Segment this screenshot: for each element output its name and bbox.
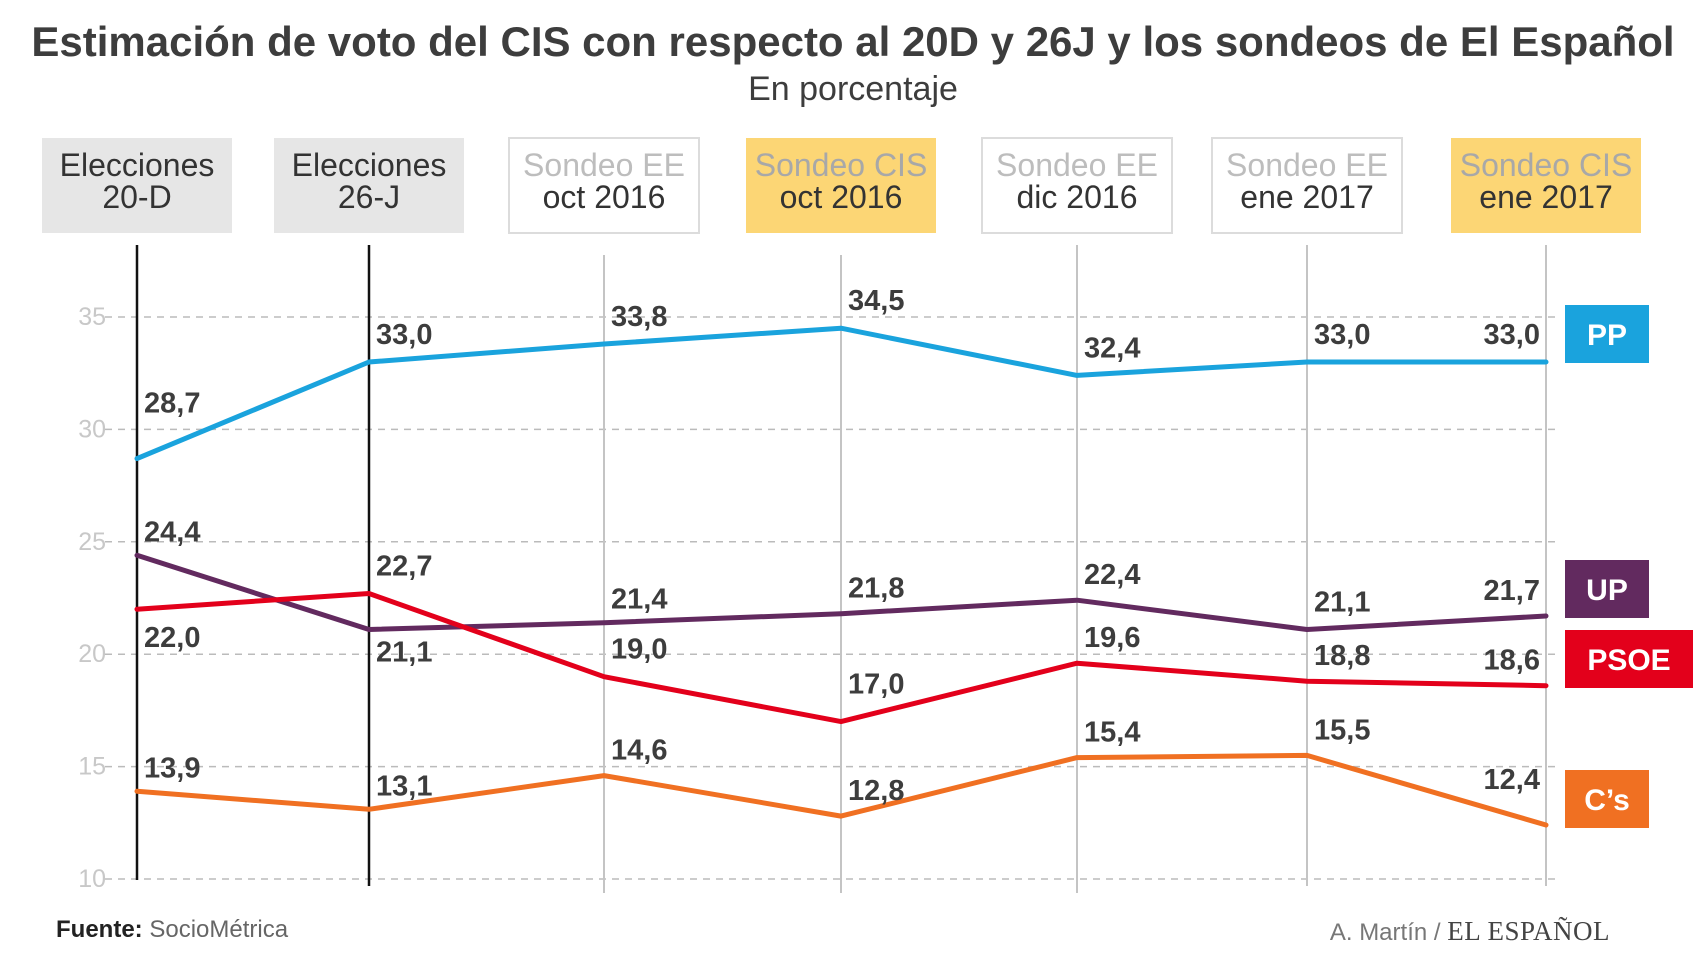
column-header-line2: oct 2016 bbox=[780, 179, 903, 215]
data-label: 22,0 bbox=[144, 622, 200, 654]
column-header-box bbox=[42, 138, 232, 233]
data-label: 18,6 bbox=[1484, 645, 1540, 677]
chart-subtitle: En porcentaje bbox=[748, 70, 958, 108]
data-label: 33,0 bbox=[376, 319, 432, 351]
column-header-box bbox=[1451, 138, 1641, 233]
column-header-line2: dic 2016 bbox=[1017, 179, 1138, 215]
column-header-box bbox=[274, 138, 464, 233]
legend-label: C’s bbox=[1584, 784, 1630, 817]
data-label: 18,8 bbox=[1314, 640, 1370, 672]
chart-title: Estimación de voto del CIS con respecto … bbox=[31, 18, 1675, 65]
data-label: 22,7 bbox=[376, 551, 432, 583]
column-header-box bbox=[508, 137, 700, 234]
legend: PP UP PSOE C’s bbox=[1565, 305, 1693, 828]
series-line bbox=[134, 552, 1549, 632]
data-label: 12,8 bbox=[848, 775, 904, 807]
series-line bbox=[134, 752, 1549, 828]
data-label: 34,5 bbox=[848, 285, 904, 317]
source-note: Fuente: SocioMétrica bbox=[56, 916, 288, 944]
column-header-line2: ene 2017 bbox=[1479, 179, 1612, 215]
legend-label: PSOE bbox=[1587, 644, 1670, 677]
y-tick-label: 35 bbox=[78, 303, 106, 331]
column-header-box bbox=[1211, 137, 1403, 234]
source-value: SocioMétrica bbox=[149, 916, 289, 943]
column-header-box bbox=[981, 137, 1173, 234]
data-label: 33,0 bbox=[1314, 319, 1370, 351]
data-label: 15,4 bbox=[1084, 717, 1140, 749]
data-label: 21,8 bbox=[848, 573, 904, 605]
data-label: 32,4 bbox=[1084, 332, 1140, 364]
legend-swatch bbox=[1565, 560, 1649, 618]
column-header-line2: ene 2017 bbox=[1240, 179, 1373, 215]
data-label: 21,7 bbox=[1484, 575, 1540, 607]
data-label: 13,9 bbox=[144, 752, 200, 784]
data-label: 17,0 bbox=[848, 669, 904, 701]
data-label: 21,1 bbox=[376, 636, 432, 668]
data-label: 15,5 bbox=[1314, 714, 1370, 746]
column-header-line1: Sondeo EE bbox=[523, 147, 685, 183]
y-tick-label: 30 bbox=[78, 415, 106, 443]
y-tick-label: 10 bbox=[78, 865, 106, 893]
legend-label: PP bbox=[1587, 319, 1627, 352]
column-header-line2: 26-J bbox=[338, 179, 400, 215]
data-label: 19,0 bbox=[611, 634, 667, 666]
column-header-line1: Sondeo EE bbox=[996, 147, 1158, 183]
series-lines bbox=[134, 325, 1549, 828]
column-header-line1: Sondeo EE bbox=[1226, 147, 1388, 183]
series-line bbox=[134, 591, 1549, 725]
data-label: 14,6 bbox=[611, 735, 667, 767]
legend-swatch bbox=[1565, 305, 1649, 363]
column-header-line1: Elecciones bbox=[292, 147, 447, 183]
column-header-box bbox=[746, 138, 936, 233]
y-tick-label: 25 bbox=[78, 528, 106, 556]
data-label: 19,6 bbox=[1084, 622, 1140, 654]
data-label: 33,8 bbox=[611, 301, 667, 333]
legend-label: UP bbox=[1586, 574, 1628, 607]
column-header-line1: Sondeo CIS bbox=[1460, 147, 1633, 183]
data-label: 22,4 bbox=[1084, 559, 1140, 591]
series-line bbox=[134, 325, 1549, 462]
data-label: 12,4 bbox=[1484, 764, 1540, 796]
column-header-line2: oct 2016 bbox=[543, 179, 666, 215]
source-label: Fuente: bbox=[56, 916, 143, 943]
data-label: 28,7 bbox=[144, 388, 200, 420]
column-header-line1: Sondeo CIS bbox=[755, 147, 928, 183]
data-label: 24,4 bbox=[144, 516, 200, 548]
credit: A. Martín / EL ESPAÑOL bbox=[1330, 916, 1610, 947]
grid: 10 15 20 25 30 35 bbox=[78, 245, 1555, 893]
y-tick-label: 15 bbox=[78, 753, 106, 781]
legend-swatch bbox=[1565, 770, 1649, 828]
data-labels: 28,7 33,0 33,8 34,5 32,4 33,0 33,0 24,4 21,1 21,4… bbox=[144, 285, 1540, 807]
data-label: 21,4 bbox=[611, 584, 667, 616]
y-tick-label: 20 bbox=[78, 640, 106, 668]
column-header-line2: 20-D bbox=[102, 179, 171, 215]
column-header-line1: Elecciones bbox=[60, 147, 215, 183]
author-credit: A. Martín / bbox=[1329, 919, 1441, 946]
data-label: 13,1 bbox=[376, 770, 432, 802]
legend-swatch bbox=[1565, 630, 1693, 688]
data-label: 21,1 bbox=[1314, 586, 1370, 618]
brand-logo: EL ESPAÑOL bbox=[1447, 916, 1610, 946]
data-label: 33,0 bbox=[1484, 319, 1540, 351]
